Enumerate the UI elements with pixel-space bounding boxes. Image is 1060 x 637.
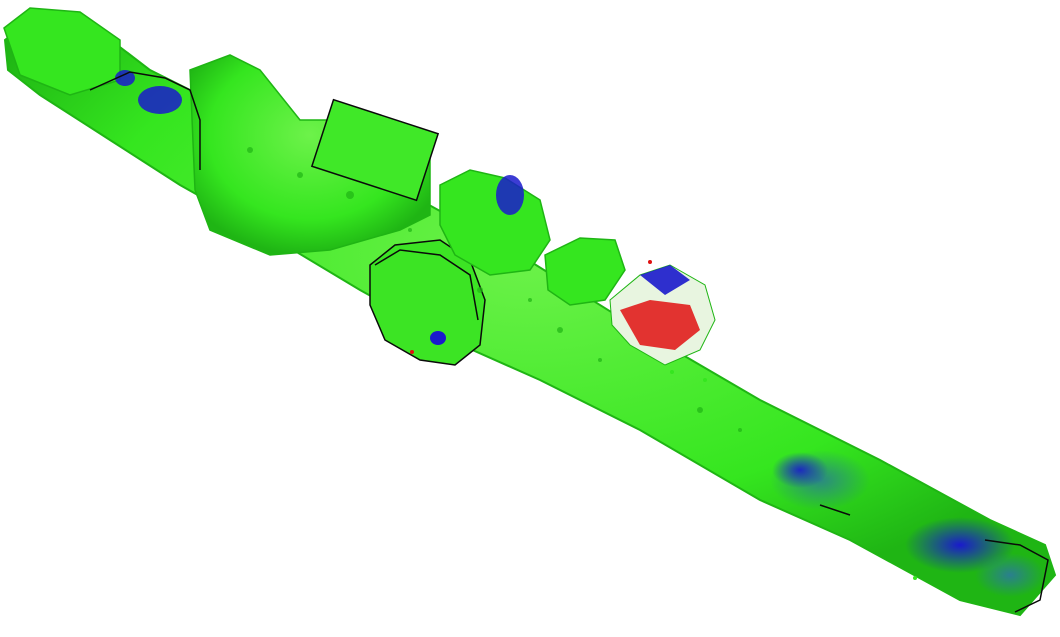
- contour-line-bottom: [819, 504, 851, 516]
- fitting-large-left: [189, 54, 431, 256]
- stray-points: [410, 260, 917, 580]
- point-cloud-speckles: [247, 147, 742, 432]
- pipe-left-end: [3, 7, 121, 96]
- deviation-teal-patch-right: [975, 553, 1045, 597]
- contour-line-right-end: [984, 539, 1049, 613]
- deviation-blue-patch-junction: [430, 331, 446, 345]
- deviation-blue-patch-2: [772, 452, 828, 488]
- deviation-blue-patch-upper: [640, 265, 690, 295]
- fitting-flange-box: [310, 98, 440, 202]
- junction-box: [369, 239, 486, 366]
- deviation-blue-patch-left: [138, 86, 182, 114]
- deviation-blue-patch-mid: [496, 175, 524, 215]
- contour-line-left: [89, 71, 201, 170]
- contour-line-junction: [374, 249, 479, 321]
- deviation-red-patch: [620, 300, 700, 350]
- branch-right-small: [544, 237, 626, 306]
- deviation-blue-patch-left2: [115, 70, 135, 86]
